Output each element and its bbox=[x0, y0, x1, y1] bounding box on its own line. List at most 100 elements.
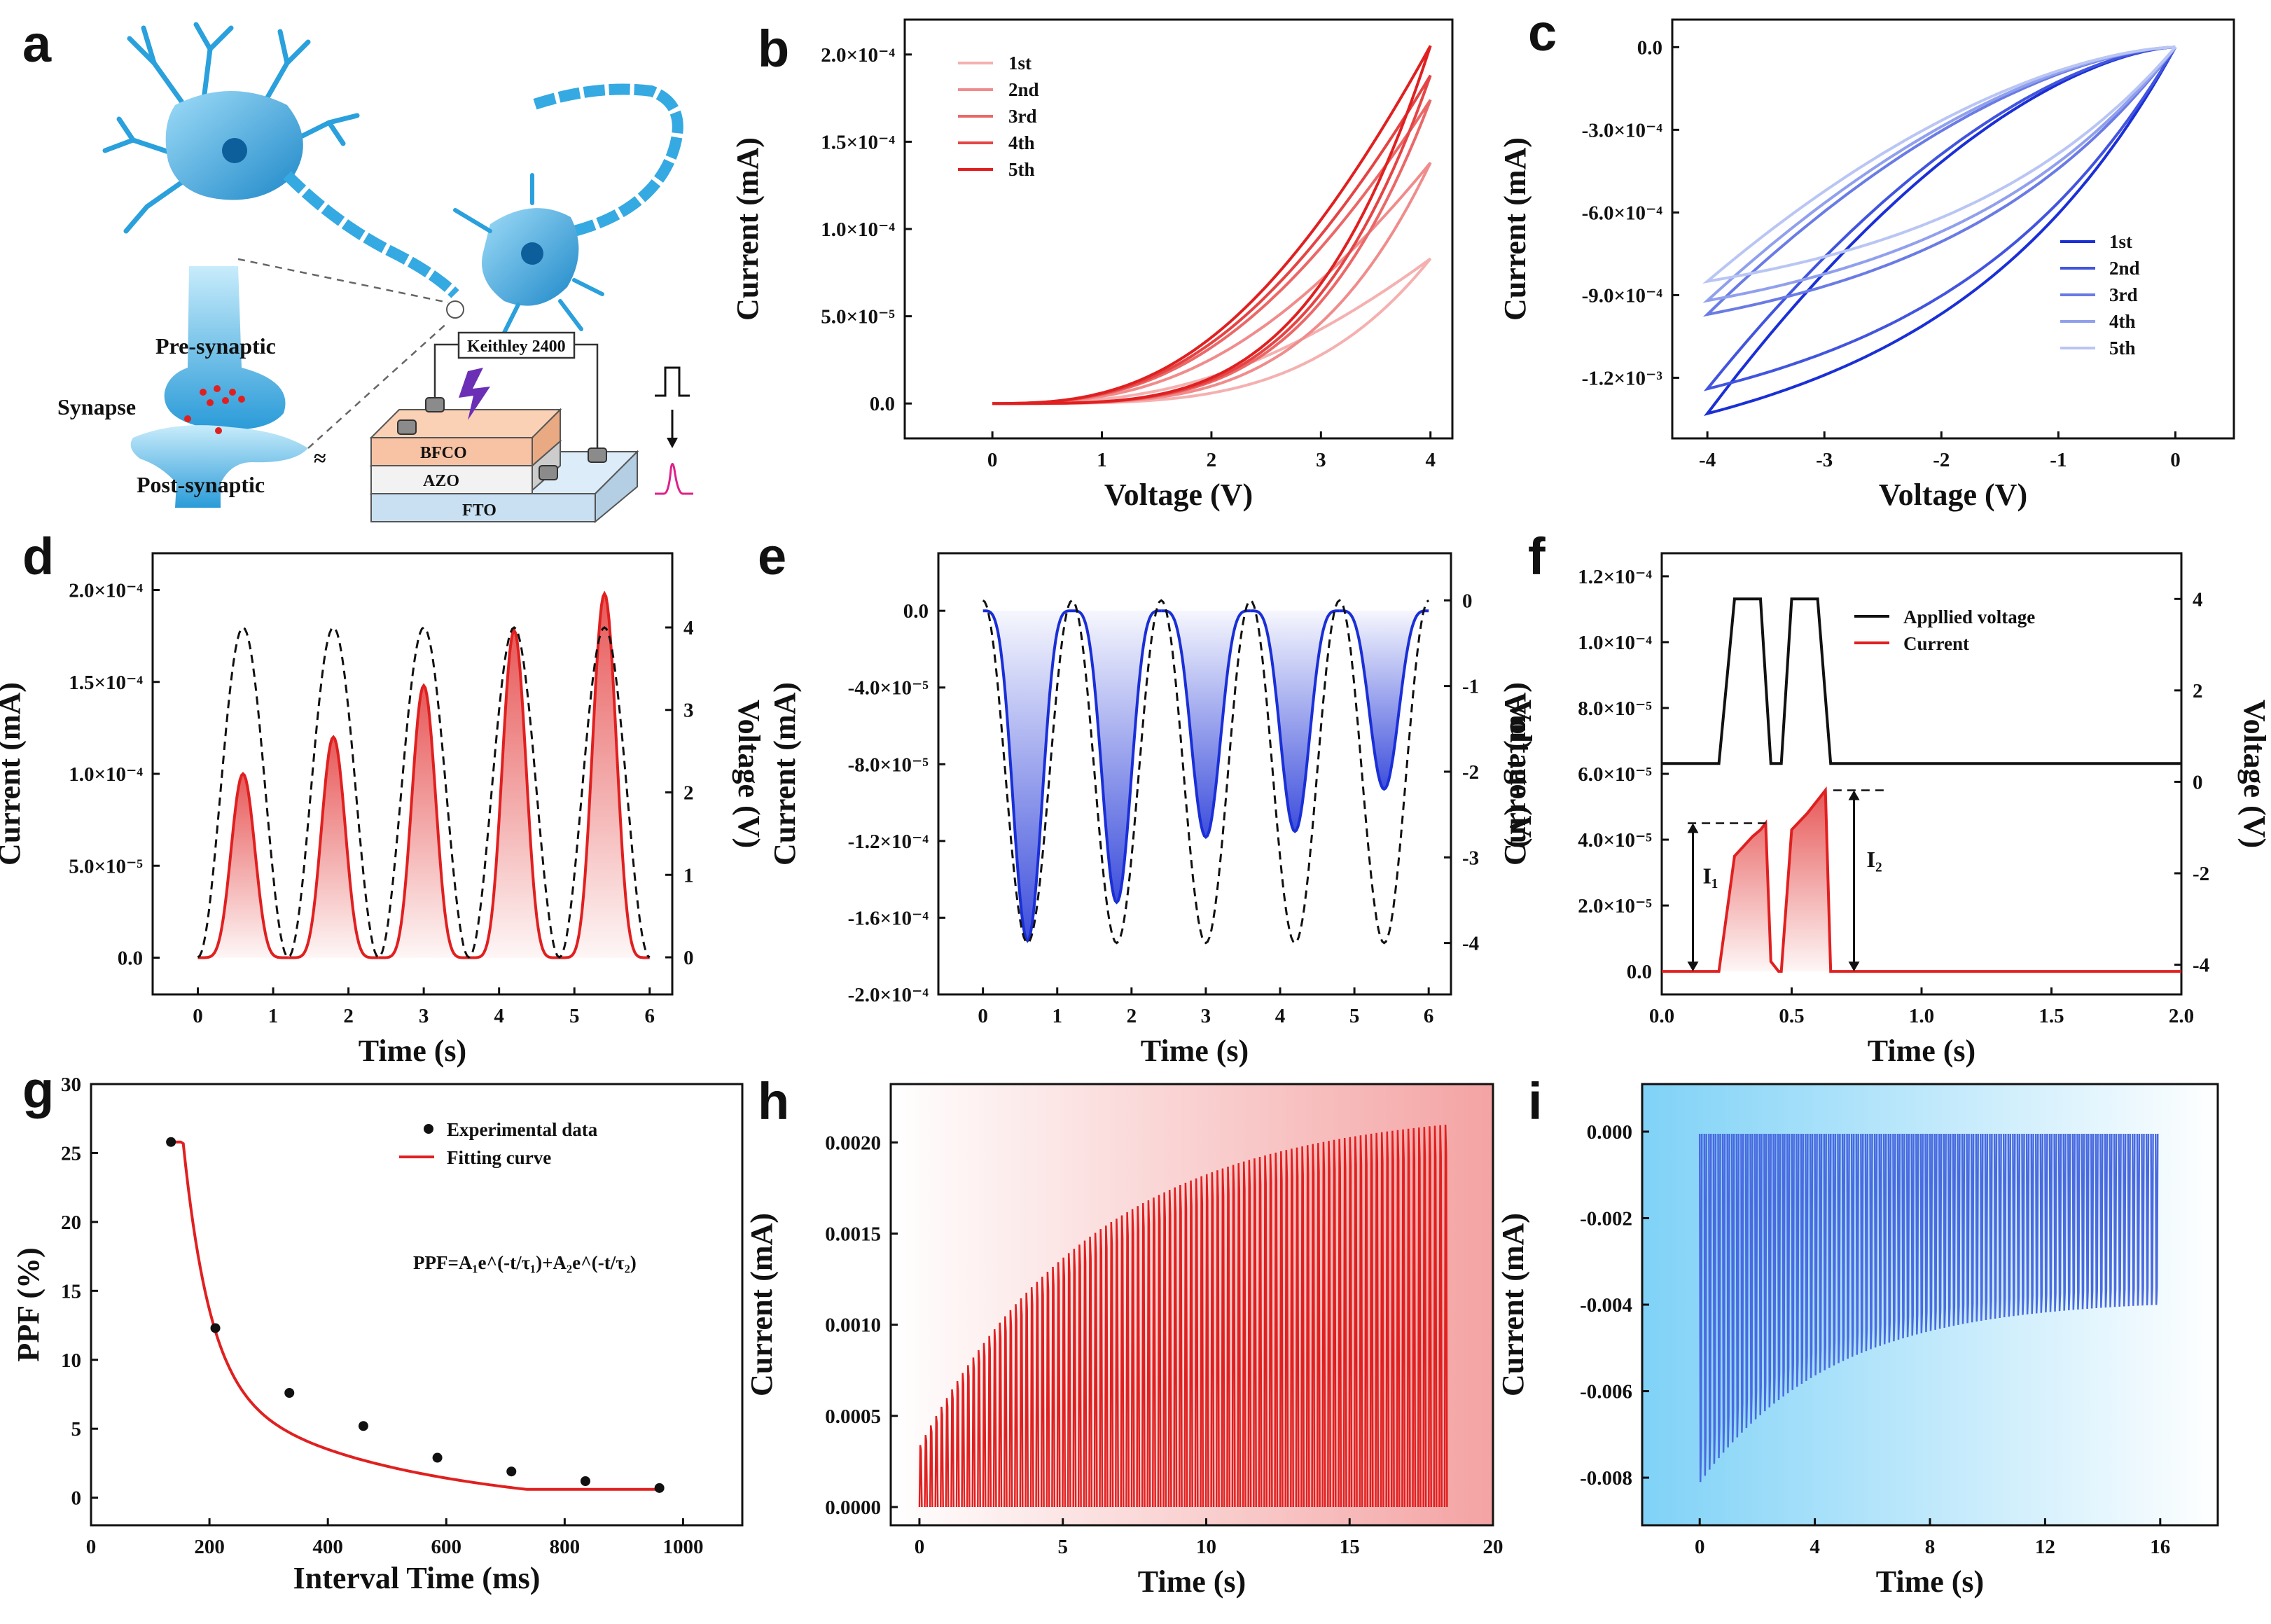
panel-letter-b: b bbox=[758, 20, 789, 78]
y-tick-label: -6.0×10⁻⁴ bbox=[1582, 202, 1663, 224]
x-tick-label: 800 bbox=[550, 1536, 581, 1558]
x-tick-label: 5 bbox=[569, 1005, 580, 1027]
y-tick-label: 2.0×10⁻⁵ bbox=[1578, 895, 1652, 917]
y-axis-label: Current (mA) bbox=[744, 1213, 779, 1396]
x-tick-label: 4 bbox=[1275, 1005, 1286, 1027]
y-axis-label: Current (mA) bbox=[1498, 682, 1532, 866]
y-tick-label: 0.0 bbox=[118, 948, 143, 970]
data-point bbox=[654, 1483, 665, 1493]
azo-layer bbox=[370, 465, 533, 494]
y-tick-label: 1.0×10⁻⁴ bbox=[821, 218, 895, 241]
legend-label-1st: 1st bbox=[1008, 53, 1032, 74]
bfco-label: BFCO bbox=[420, 444, 467, 462]
y-axis-label: Current (mA) bbox=[730, 137, 765, 321]
chart-e: 0 1 2 3 4 5 6 0.0 -4.0×10⁻⁵ -8.0×10⁻⁵ -1.2×10⁻⁴ -1.… bbox=[768, 590, 1538, 1068]
y-tick-label: 0.0000 bbox=[825, 1497, 881, 1519]
y-tick-label: 4.0×10⁻⁵ bbox=[1578, 829, 1652, 852]
current-spike bbox=[1339, 609, 1429, 791]
panel-letter-i: i bbox=[1528, 1072, 1543, 1130]
y-tick-label: -2.0×10⁻⁴ bbox=[848, 984, 929, 1006]
neurotransmitters bbox=[184, 385, 245, 434]
chart-d: 0 1 2 3 4 5 6 0.0 5.0×10⁻⁵ 1.0×10⁻⁴ 1.5×10⁻⁴ 2.0×10… bbox=[0, 580, 766, 1069]
y2-tick-label: 3 bbox=[683, 700, 694, 722]
y-tick-label: 0.0020 bbox=[825, 1132, 881, 1154]
panel-f: f 0.0 0.5 1.0 1.5 2.0 0.0 2.0×10⁻⁵ 4.0×10⁻⁵ 6.0×… bbox=[1498, 527, 2271, 1068]
post-synaptic-label: Post-synaptic bbox=[137, 472, 265, 497]
x-axis-label: Time (s) bbox=[1876, 1564, 1984, 1599]
y-axis-label: Current (mA) bbox=[0, 682, 27, 866]
x-tick-label: 1000 bbox=[662, 1536, 703, 1558]
spike-fill bbox=[1161, 611, 1251, 838]
y-tick-label: 8.0×10⁻⁵ bbox=[1578, 698, 1652, 720]
legend-label-4th: 4th bbox=[2109, 311, 2136, 332]
y2-tick-label: -2 bbox=[1462, 761, 1479, 784]
y2-tick-label: -4 bbox=[2193, 955, 2209, 977]
chart-g: 0 200 400 600 800 1000 0 5 10 15 20 25 30 Interval Ti… bbox=[11, 1074, 703, 1595]
pulse-train bbox=[918, 1124, 1448, 1508]
bfco-layer bbox=[370, 437, 533, 466]
y2-tick-label: 2 bbox=[2193, 680, 2203, 702]
current-spike bbox=[1072, 609, 1162, 905]
chart-c: -4 -3 -2 -1 0 0.0 -3.0×10⁻⁴ -6.0×10⁻⁴ -9.0×10⁻⁴ -… bbox=[1498, 36, 2181, 512]
y-axis-label: Current (mA) bbox=[1498, 137, 1532, 321]
synapse-label: Synapse bbox=[57, 394, 136, 419]
y-tick-label: -0.004 bbox=[1580, 1294, 1632, 1317]
x-tick-label: 1.5 bbox=[2039, 1005, 2064, 1027]
x-tick-label: 0 bbox=[1695, 1536, 1705, 1558]
current-spike bbox=[982, 609, 1072, 943]
y2-tick-label: -4 bbox=[1462, 933, 1479, 955]
y-tick-label: 1.2×10⁻⁴ bbox=[1578, 566, 1652, 588]
azo-label: AZO bbox=[423, 472, 459, 490]
y-tick-label: 0.0015 bbox=[825, 1223, 881, 1245]
x-axis-label: Voltage (V) bbox=[1104, 478, 1253, 512]
y2-tick-label: 4 bbox=[683, 617, 694, 639]
panel-letter-e: e bbox=[758, 527, 786, 585]
spike-fill bbox=[468, 630, 560, 958]
x-tick-label: 8 bbox=[1925, 1536, 1936, 1558]
x-axis-label: Interval Time (ms) bbox=[293, 1561, 541, 1595]
x-tick-label: 1.0 bbox=[1909, 1005, 1934, 1027]
arrow-head-up bbox=[1687, 823, 1699, 833]
legend-label-fit: Fitting curve bbox=[447, 1147, 551, 1168]
y-axis-label: Current (mA) bbox=[768, 682, 802, 866]
y2-tick-label: 2 bbox=[683, 782, 694, 804]
y-tick-label: 20 bbox=[61, 1212, 81, 1234]
y2-axis-label: Voltage (V) bbox=[1503, 700, 1538, 848]
y-tick-label: 1.5×10⁻⁴ bbox=[69, 672, 143, 694]
pre-synaptic-label: Pre-synaptic bbox=[155, 333, 276, 359]
panel-b: b 0 1 2 3 4 0.0 5.0×10⁻⁵ 1.0×10⁻⁴ 1.5×10⁻⁴ 2.0×10… bbox=[730, 18, 1454, 512]
x-tick-label: 2.0 bbox=[2169, 1005, 2194, 1027]
x-tick-label: 400 bbox=[312, 1536, 343, 1558]
x-tick-label: 200 bbox=[194, 1536, 225, 1558]
applied-voltage-line bbox=[1662, 597, 2181, 765]
legend-label-5th: 5th bbox=[2109, 338, 2136, 359]
panel-letter-d: d bbox=[22, 527, 54, 585]
current-spike bbox=[288, 735, 379, 959]
legend-label-3rd: 3rd bbox=[1008, 106, 1037, 127]
current-spike bbox=[197, 772, 289, 959]
y-tick-label: -8.0×10⁻⁵ bbox=[848, 754, 929, 776]
y-axis-label: PPF (%) bbox=[11, 1247, 46, 1361]
chart-i: 0 4 8 12 16 0.000 -0.002 -0.004 -0.006 -0.008 Time… bbox=[1496, 1121, 2170, 1599]
device-stack: BFCO AZO FTO Keithley 2400 bbox=[369, 331, 693, 524]
data-point bbox=[358, 1421, 368, 1431]
x-tick-label: 0.0 bbox=[1649, 1005, 1674, 1027]
synapse-zoom-circle bbox=[446, 300, 464, 319]
spike-fill bbox=[1339, 611, 1429, 789]
pre-neuron-axon bbox=[283, 171, 459, 298]
y-axis-label: Current (mA) bbox=[1496, 1213, 1530, 1396]
chart-c-frame bbox=[1671, 18, 2235, 440]
y-tick-label: 5 bbox=[71, 1418, 82, 1441]
y2-tick-label: -3 bbox=[1462, 847, 1479, 869]
x-tick-label: 1 bbox=[268, 1005, 279, 1027]
legend-label-3rd: 3rd bbox=[2109, 284, 2138, 305]
legend-label-experimental: Experimental data bbox=[447, 1119, 598, 1140]
legend-label-2nd: 2nd bbox=[1008, 79, 1039, 100]
y-tick-label: -1.6×10⁻⁴ bbox=[848, 907, 929, 929]
post-neuron-dendrites bbox=[453, 173, 604, 335]
data-point bbox=[210, 1323, 221, 1333]
y-tick-label: -0.008 bbox=[1580, 1467, 1632, 1490]
y-tick-label: 0.0 bbox=[870, 393, 895, 415]
y2-tick-label: 0 bbox=[2193, 771, 2203, 793]
current-spike bbox=[378, 683, 469, 959]
